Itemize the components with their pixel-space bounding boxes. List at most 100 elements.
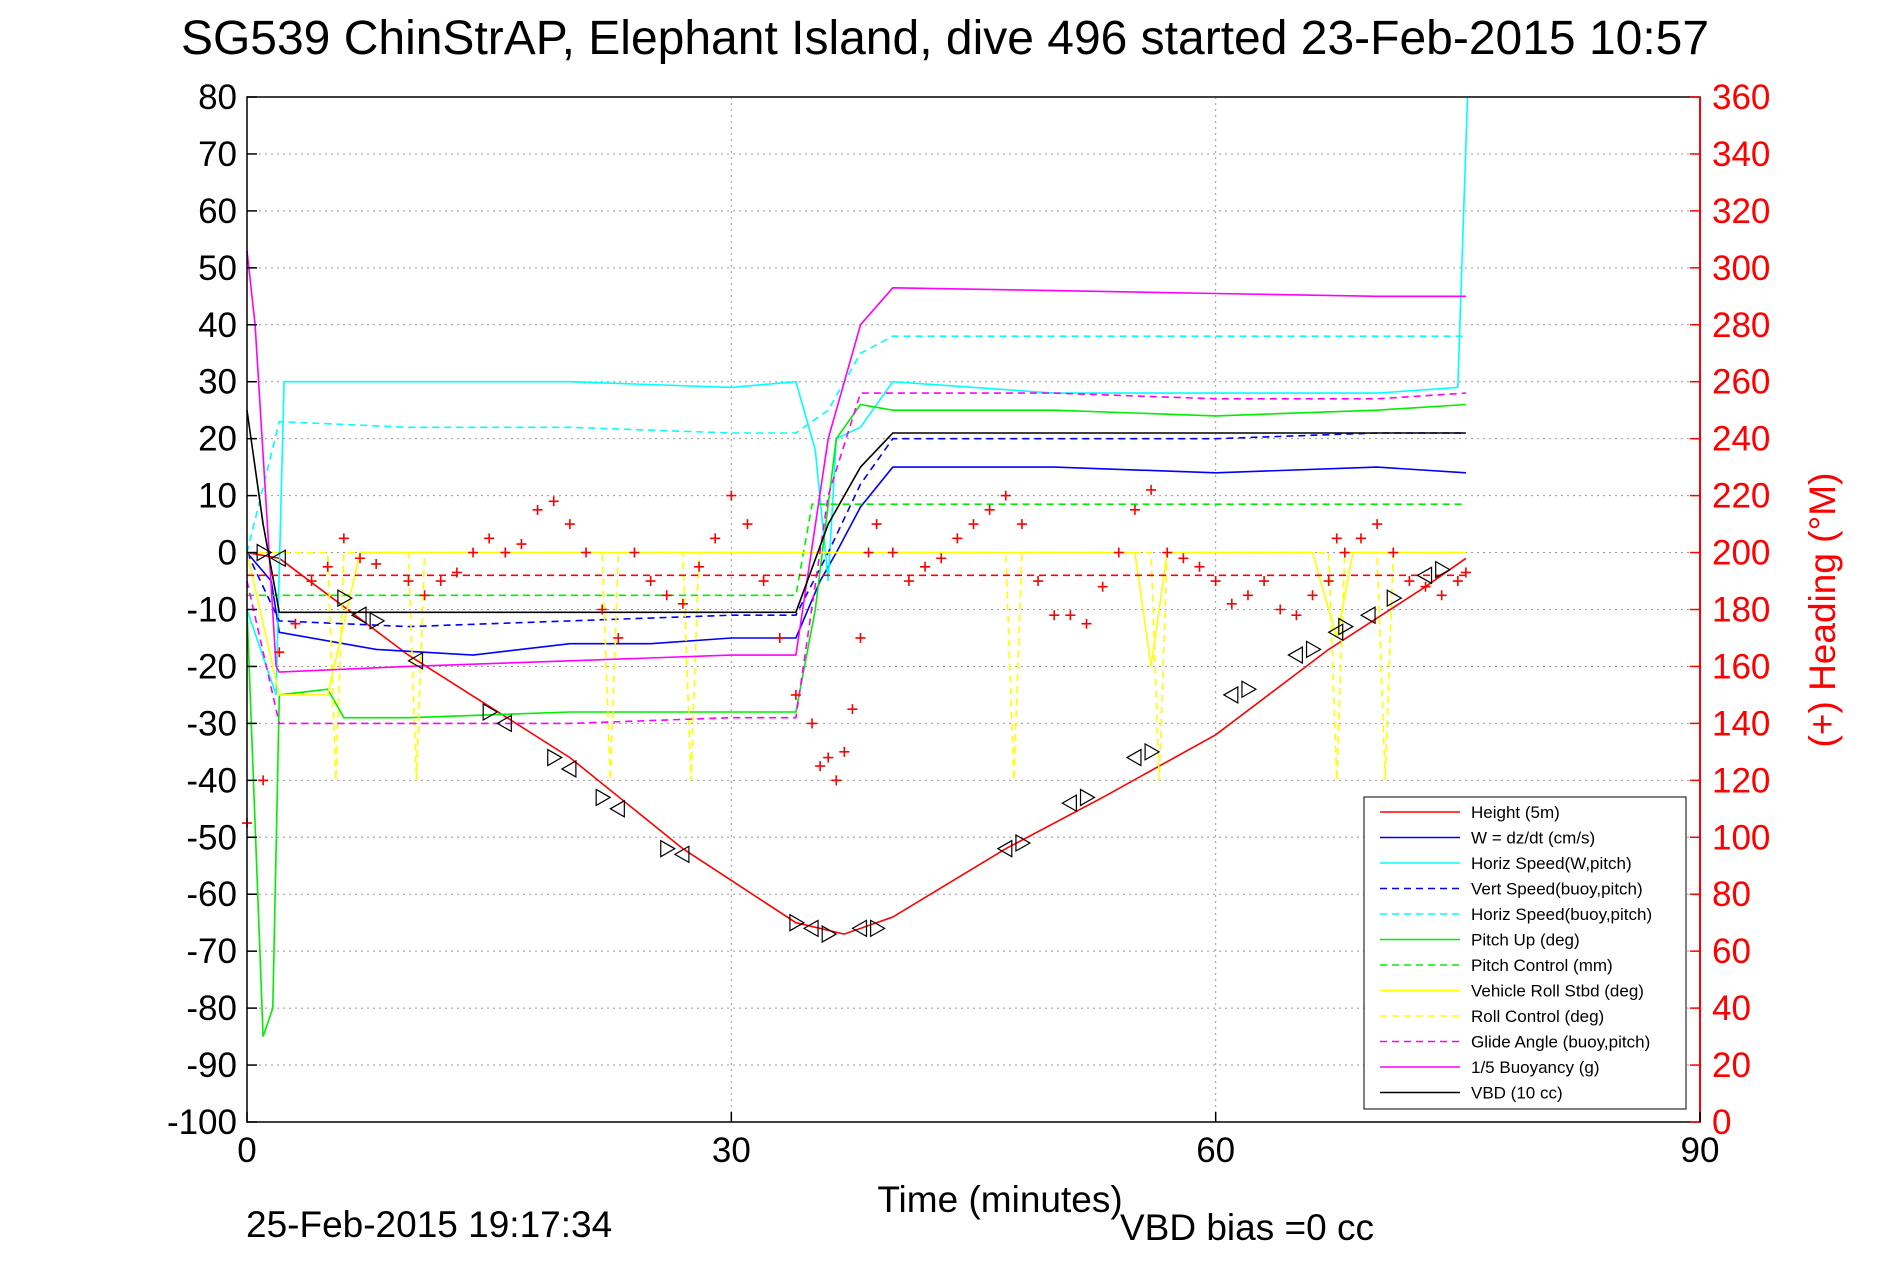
- heading-point: [952, 533, 963, 544]
- triangle-marker: [1435, 560, 1451, 579]
- heading-point: [355, 553, 366, 564]
- heading-point: [661, 590, 672, 601]
- triangle-marker: [1241, 680, 1258, 699]
- left-tick-label: 20: [198, 420, 237, 459]
- left-tick-label: -80: [186, 989, 237, 1028]
- triangle-marker: [1125, 748, 1142, 767]
- heading-point: [807, 718, 818, 729]
- triangle-marker: [1359, 606, 1376, 625]
- right-tick-label: 320: [1712, 192, 1770, 231]
- triangle-marker: [1144, 742, 1161, 761]
- heading-point: [936, 553, 947, 564]
- triangle-marker: [1416, 566, 1433, 585]
- heading-point: [1081, 618, 1092, 629]
- heading-point: [435, 576, 446, 587]
- heading-point: [1065, 610, 1076, 621]
- footer-timestamp: 25-Feb-2015 19:17:34: [246, 1204, 612, 1245]
- triangle-marker: [547, 748, 563, 767]
- series-line-1: [246, 466, 1466, 656]
- heading-point: [815, 761, 826, 772]
- triangle-marker: [1079, 788, 1096, 807]
- heading-point: [403, 576, 414, 587]
- right-tick-label: 220: [1712, 477, 1770, 516]
- series-line-0: [246, 551, 1467, 935]
- heading-point: [419, 590, 430, 601]
- heading-point: [903, 576, 914, 587]
- heading-point: [1242, 590, 1253, 601]
- heading-point: [1452, 576, 1463, 587]
- right-tick-label: 300: [1712, 249, 1770, 288]
- heading-point: [1016, 519, 1027, 530]
- heading-point: [306, 576, 317, 587]
- legend-label: Pitch Control (mm): [1471, 956, 1613, 975]
- right-tick-label: 340: [1712, 135, 1770, 174]
- left-tick-label: -30: [186, 704, 237, 743]
- footer-vbd-bias: VBD bias =0 cc: [1120, 1207, 1374, 1248]
- heading-point: [1000, 490, 1011, 501]
- right-tick-label: 0: [1712, 1103, 1731, 1142]
- heading-point: [742, 519, 753, 530]
- left-tick-label: -70: [186, 932, 237, 971]
- heading-point: [1420, 581, 1431, 592]
- right-tick-label: 40: [1712, 989, 1751, 1028]
- x-axis-label: Time (minutes): [877, 1179, 1122, 1220]
- left-tick-label: 0: [218, 534, 237, 573]
- left-tick-label: -10: [186, 591, 237, 630]
- chart-title: SG539 ChinStrAP, Elephant Island, dive 4…: [181, 12, 1709, 65]
- left-tick-label: -50: [186, 818, 237, 857]
- heading-point: [1113, 547, 1124, 558]
- triangle-marker: [369, 611, 386, 630]
- right-tick-label: 240: [1712, 420, 1770, 459]
- triangle-marker: [996, 839, 1013, 858]
- series-line-9: [246, 392, 1466, 725]
- heading-point: [548, 496, 559, 507]
- triangle-marker: [270, 549, 286, 568]
- legend-label: Horiz Speed(buoy,pitch): [1471, 905, 1652, 924]
- legend-label: Height (5m): [1471, 803, 1560, 822]
- heading-point: [847, 704, 858, 715]
- triangle-markers: [256, 543, 1451, 944]
- heading-point: [1194, 561, 1205, 572]
- heading-point: [564, 519, 575, 530]
- heading-point: [1210, 576, 1221, 587]
- triangle-marker: [870, 919, 886, 938]
- triangle-marker: [802, 919, 819, 938]
- triangle-marker: [595, 788, 612, 807]
- left-tick-label: -100: [167, 1103, 237, 1142]
- left-tick-label: 80: [198, 78, 237, 117]
- heading-point: [823, 752, 834, 763]
- left-tick-label: 50: [198, 249, 237, 288]
- heading-point: [1129, 504, 1140, 515]
- right-tick-label: 80: [1712, 875, 1751, 914]
- triangle-marker: [482, 702, 499, 722]
- triangle-marker: [256, 543, 273, 562]
- heading-point: [1097, 581, 1108, 592]
- legend-label: W = dz/dt (cm/s): [1471, 829, 1595, 848]
- heading-point: [645, 576, 656, 587]
- heading-point: [1275, 604, 1286, 615]
- series-line-11: [246, 410, 1466, 614]
- legend-label: Pitch Up (deg): [1471, 931, 1580, 950]
- left-tick-label: -90: [186, 1046, 237, 1085]
- series-layer: [246, 96, 1469, 1037]
- heading-point: [920, 561, 931, 572]
- right-tick-label: 180: [1712, 591, 1770, 630]
- heading-point: [1460, 567, 1471, 578]
- heading-point: [1404, 576, 1415, 587]
- heading-point: [694, 561, 705, 572]
- heading-point: [597, 604, 608, 615]
- triangle-marker: [821, 925, 838, 944]
- heading-point: [871, 519, 882, 530]
- triangle-marker: [337, 589, 354, 608]
- heading-point: [726, 490, 737, 501]
- right-tick-label: 280: [1712, 306, 1770, 345]
- heading-point: [887, 547, 898, 558]
- triangle-marker: [1386, 589, 1403, 608]
- legend: Height (5m) W = dz/dt (cm/s) Horiz Speed(W…: [1363, 796, 1687, 1110]
- heading-point: [790, 689, 801, 700]
- legend-label: Vert Speed(buoy,pitch): [1471, 880, 1643, 899]
- triangle-marker: [1287, 646, 1303, 665]
- heading-point: [322, 561, 333, 572]
- legend-label: Roll Control (deg): [1471, 1007, 1604, 1026]
